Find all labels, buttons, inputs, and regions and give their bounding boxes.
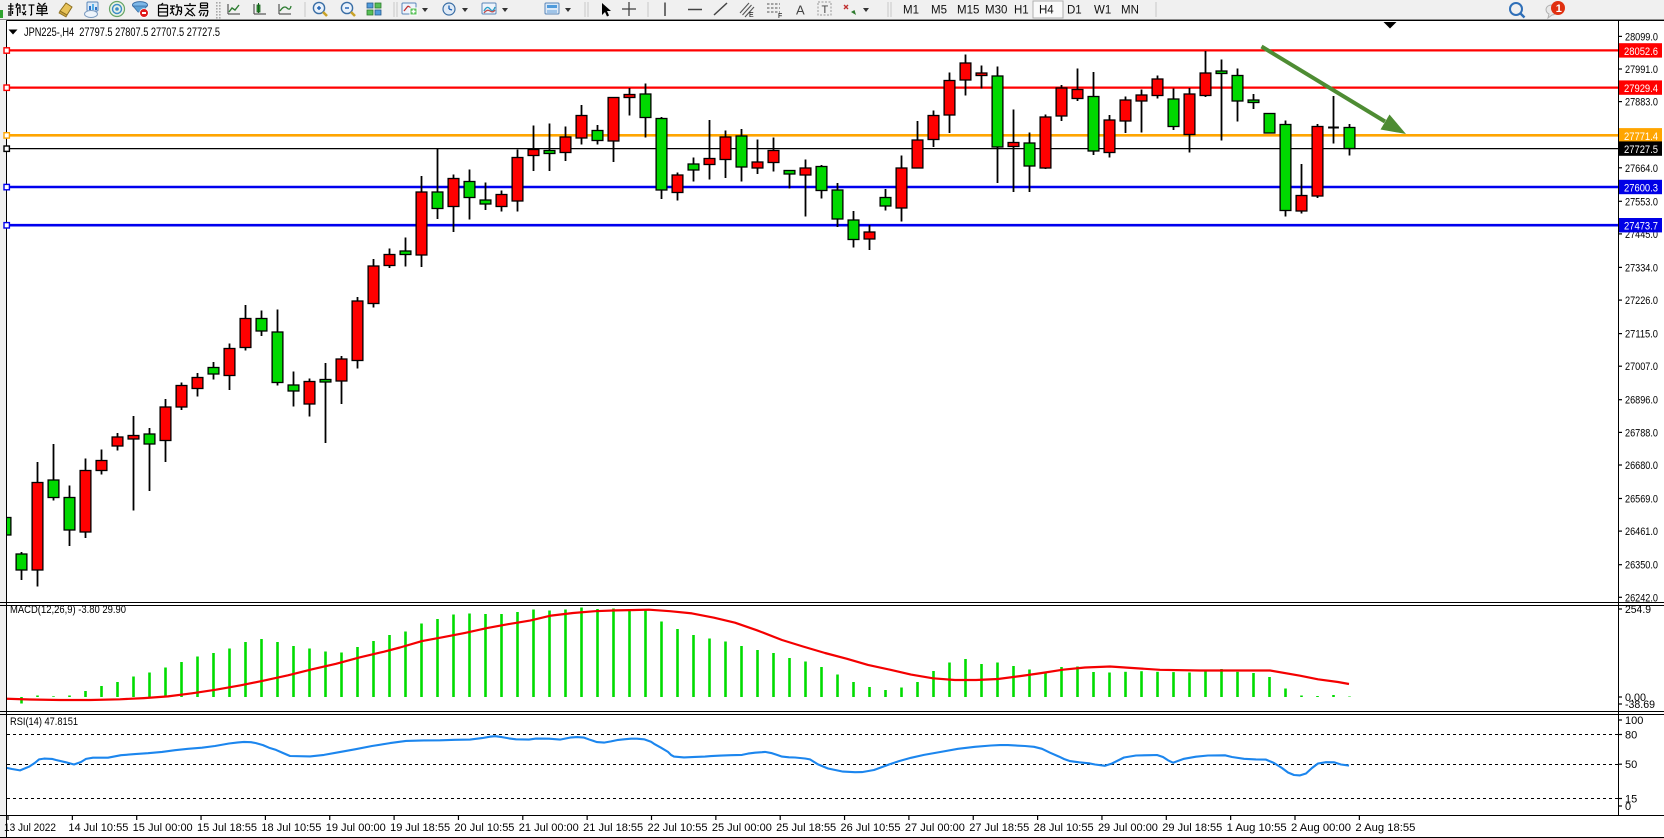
svg-text:27771.4: 27771.4 [1624, 131, 1658, 143]
svg-text:100: 100 [1625, 715, 1643, 727]
svg-text:M1: M1 [903, 5, 919, 17]
svg-text:RSI(14) 47.8151: RSI(14) 47.8151 [10, 716, 78, 728]
svg-text:50: 50 [1625, 759, 1637, 771]
svg-text:26680.0: 26680.0 [1625, 460, 1658, 472]
svg-text:27991.0: 27991.0 [1625, 64, 1658, 76]
svg-text:2 Aug 00:00: 2 Aug 00:00 [1291, 822, 1351, 834]
svg-text:MN: MN [1121, 5, 1139, 17]
svg-text:27115.0: 27115.0 [1625, 329, 1658, 341]
svg-text:H4: H4 [1039, 5, 1054, 17]
svg-text:0.00: 0.00 [1625, 692, 1646, 704]
svg-text:E: E [749, 12, 754, 19]
svg-text:15 Jul 00:00: 15 Jul 00:00 [133, 822, 193, 834]
svg-text:JPN225-,H4 27797.5 27807.5 27: JPN225-,H4 27797.5 27807.5 27707.5 27727… [24, 25, 220, 39]
svg-text:1 Aug 10:55: 1 Aug 10:55 [1227, 822, 1287, 834]
svg-text:26788.0: 26788.0 [1625, 427, 1658, 439]
svg-text:27727.5: 27727.5 [1624, 144, 1658, 156]
svg-text:27 Jul 00:00: 27 Jul 00:00 [905, 822, 965, 834]
svg-text:25 Jul 18:55: 25 Jul 18:55 [776, 822, 836, 834]
svg-text:0: 0 [1625, 801, 1631, 813]
svg-text:19 Jul 00:00: 19 Jul 00:00 [326, 822, 386, 834]
svg-text:26242.0: 26242.0 [1625, 592, 1658, 604]
svg-text:26569.0: 26569.0 [1625, 494, 1658, 506]
svg-text:28099.0: 28099.0 [1625, 31, 1658, 43]
svg-text:27929.4: 27929.4 [1624, 83, 1658, 95]
svg-text:M30: M30 [985, 5, 1007, 17]
svg-text:27600.3: 27600.3 [1624, 183, 1658, 195]
svg-text:27473.7: 27473.7 [1624, 221, 1658, 233]
svg-text:15: 15 [1625, 794, 1637, 806]
svg-text:A: A [796, 3, 805, 18]
svg-text:27553.0: 27553.0 [1625, 196, 1658, 208]
svg-text:28 Jul 10:55: 28 Jul 10:55 [1034, 822, 1094, 834]
svg-text:MACD(12,26,9) -3.80 29.90: MACD(12,26,9) -3.80 29.90 [10, 604, 126, 616]
svg-text:13 Jul 2022: 13 Jul 2022 [4, 822, 56, 834]
svg-text:28052.6: 28052.6 [1624, 46, 1658, 58]
svg-text:29 Jul 00:00: 29 Jul 00:00 [1098, 822, 1158, 834]
svg-text:W1: W1 [1094, 5, 1111, 17]
svg-text:F: F [778, 13, 782, 19]
svg-text:27883.0: 27883.0 [1625, 97, 1658, 109]
svg-text:15 Jul 18:55: 15 Jul 18:55 [197, 822, 257, 834]
svg-text:14 Jul 10:55: 14 Jul 10:55 [68, 822, 128, 834]
svg-text:27226.0: 27226.0 [1625, 295, 1658, 307]
svg-text:22 Jul 10:55: 22 Jul 10:55 [648, 822, 708, 834]
svg-text:21 Jul 00:00: 21 Jul 00:00 [519, 822, 579, 834]
svg-text:M5: M5 [931, 5, 947, 17]
svg-text:27007.0: 27007.0 [1625, 361, 1658, 373]
svg-text:T: T [822, 4, 829, 16]
svg-text:20 Jul 10:55: 20 Jul 10:55 [454, 822, 514, 834]
svg-text:29 Jul 18:55: 29 Jul 18:55 [1162, 822, 1222, 834]
svg-text:27 Jul 18:55: 27 Jul 18:55 [969, 822, 1029, 834]
svg-text:D1: D1 [1067, 5, 1082, 17]
svg-text:1: 1 [1556, 3, 1562, 15]
svg-text:26350.0: 26350.0 [1625, 560, 1658, 572]
svg-text:26 Jul 10:55: 26 Jul 10:55 [841, 822, 901, 834]
svg-text:254.9: 254.9 [1625, 604, 1651, 616]
svg-text:M15: M15 [957, 5, 979, 17]
svg-text:21 Jul 18:55: 21 Jul 18:55 [583, 822, 643, 834]
svg-text:26461.0: 26461.0 [1625, 526, 1658, 538]
svg-text:-38.69: -38.69 [1625, 699, 1655, 711]
svg-text:H1: H1 [1014, 5, 1029, 17]
svg-text:18 Jul 10:55: 18 Jul 10:55 [261, 822, 321, 834]
svg-text:2 Aug 18:55: 2 Aug 18:55 [1355, 822, 1415, 834]
svg-text:27664.0: 27664.0 [1625, 163, 1658, 175]
svg-text:26896.0: 26896.0 [1625, 395, 1658, 407]
svg-text:27334.0: 27334.0 [1625, 262, 1658, 274]
svg-text:25 Jul 00:00: 25 Jul 00:00 [712, 822, 772, 834]
svg-text:80: 80 [1625, 730, 1637, 742]
svg-text:19 Jul 18:55: 19 Jul 18:55 [390, 822, 450, 834]
